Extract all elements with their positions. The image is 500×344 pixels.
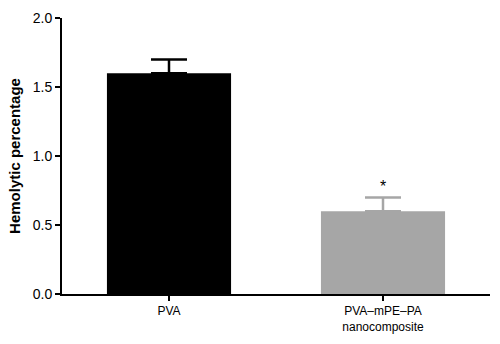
svg-text:1.0: 1.0 — [33, 148, 53, 164]
svg-text:*: * — [380, 178, 386, 195]
svg-text:0.5: 0.5 — [33, 217, 53, 233]
svg-text:2.0: 2.0 — [33, 10, 53, 26]
svg-text:PVA–mPE–PAnanocomposite: PVA–mPE–PAnanocomposite — [342, 304, 424, 334]
svg-text:1.5: 1.5 — [33, 79, 53, 95]
svg-text:PVA: PVA — [157, 304, 180, 318]
svg-text:Hemolytic percentage: Hemolytic percentage — [6, 78, 23, 234]
svg-text:0.0: 0.0 — [33, 286, 53, 302]
